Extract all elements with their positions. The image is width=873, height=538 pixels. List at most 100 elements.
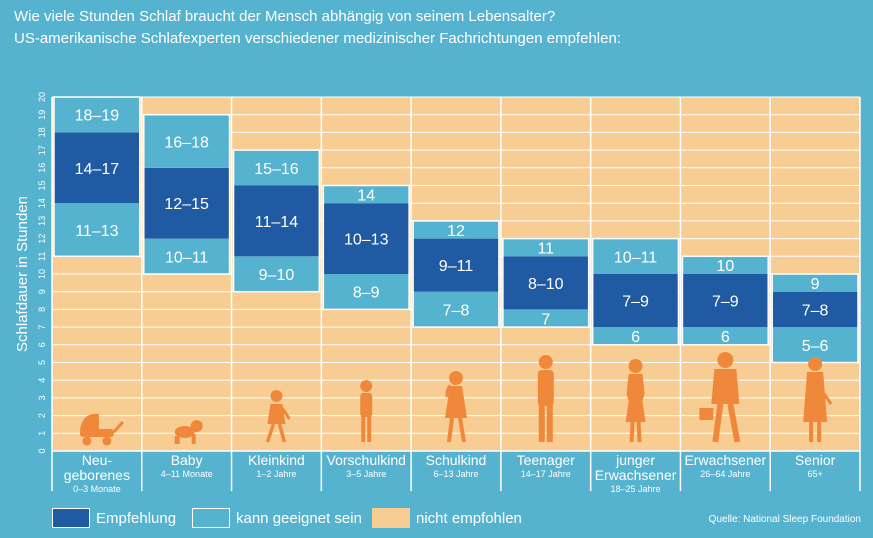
bar-segment-empfehlung bbox=[502, 256, 589, 310]
bar-segment-geeignet bbox=[502, 238, 589, 257]
bar-segment-geeignet bbox=[143, 114, 230, 168]
segment-label: 7–9 bbox=[712, 294, 739, 311]
age-range: 65+ bbox=[807, 469, 823, 479]
y-tick-label: 0 bbox=[37, 448, 47, 453]
baby-body bbox=[174, 426, 195, 438]
y-tick-label: 11 bbox=[37, 252, 47, 261]
bar-segment-empfehlung bbox=[592, 274, 679, 328]
girl-dress bbox=[445, 386, 467, 418]
pram-wheel bbox=[82, 436, 92, 446]
man-leg bbox=[712, 403, 724, 443]
pram-handle bbox=[112, 420, 125, 434]
toddler-head bbox=[270, 390, 283, 402]
bar-segment-geeignet bbox=[772, 274, 858, 292]
senior-icon bbox=[803, 357, 833, 442]
age-group-label: Baby 4–11 Monate bbox=[142, 453, 232, 480]
segment-label: 9 bbox=[811, 276, 820, 293]
age-group-label: Senior 65+ bbox=[770, 453, 860, 480]
child-torso bbox=[360, 393, 373, 417]
bar-segment-geeignet bbox=[143, 238, 230, 274]
briefcase-icon bbox=[699, 408, 714, 420]
woman-leg bbox=[629, 421, 635, 443]
segment-label: 16–18 bbox=[164, 134, 209, 151]
bar-segment-geeignet bbox=[502, 309, 589, 328]
bar-outline bbox=[53, 96, 141, 258]
bar-segment-empfehlung bbox=[54, 132, 140, 204]
segment-label: 6 bbox=[721, 329, 730, 346]
bar-segment-geeignet bbox=[54, 97, 140, 133]
segment-label: 14–17 bbox=[75, 161, 120, 178]
baby-head bbox=[190, 420, 203, 432]
y-tick-label: 4 bbox=[37, 378, 47, 383]
y-axis-label: Schlafdauer in Stunden bbox=[14, 196, 31, 352]
toddler-leg bbox=[265, 423, 276, 443]
y-tick-label: 8 bbox=[37, 307, 47, 312]
crawling-baby-icon bbox=[174, 420, 203, 444]
segment-label: 10–11 bbox=[165, 249, 208, 266]
senior-coat bbox=[803, 372, 828, 422]
legend-item-nicht-empfohlen: nicht empfohlen bbox=[372, 506, 522, 530]
age-group-name: Kleinkind bbox=[248, 452, 305, 468]
legend-item-empfehlung: Empfehlung bbox=[52, 506, 176, 530]
legend-label-nicht-empfohlen: nicht empfohlen bbox=[416, 509, 522, 527]
chart-subtitle: US-amerikanische Schlafexperten verschie… bbox=[14, 30, 621, 47]
segment-label: 5–6 bbox=[802, 338, 829, 355]
toddler-dress bbox=[267, 404, 286, 424]
bar-segment-empfehlung bbox=[143, 167, 230, 239]
bar-outline bbox=[143, 113, 231, 275]
woman-head bbox=[628, 359, 643, 373]
bar-segment-empfehlung bbox=[323, 203, 410, 274]
bar-segment-empfehlung bbox=[413, 238, 499, 292]
preschooler-icon bbox=[360, 380, 373, 442]
segment-label: 15–16 bbox=[254, 161, 299, 178]
bar-segment-empfehlung bbox=[233, 185, 320, 257]
y-tick-label: 20 bbox=[37, 92, 47, 102]
schoolchild-icon bbox=[445, 371, 467, 443]
age-group-label: Teenager 14–17 Jahre bbox=[501, 453, 591, 480]
y-tick-label: 14 bbox=[37, 198, 47, 208]
child-leg bbox=[361, 416, 366, 442]
segment-label: 11–14 bbox=[255, 214, 298, 231]
woman-skirt bbox=[625, 402, 646, 422]
segment-label: 9–11 bbox=[439, 258, 474, 275]
age-group-label: junger Erwachsener 18–25 Jahre bbox=[591, 453, 681, 495]
age-group-label: Kleinkind 1–2 Jahre bbox=[232, 453, 322, 480]
senior-leg bbox=[817, 420, 822, 442]
y-tick-label: 16 bbox=[37, 163, 47, 173]
bar-outline bbox=[502, 237, 590, 328]
bar-segment-empfehlung bbox=[772, 291, 858, 328]
bar-segment-geeignet bbox=[233, 150, 320, 186]
man-coat bbox=[711, 369, 740, 404]
girl-leg bbox=[458, 417, 466, 443]
toddler-arm bbox=[280, 406, 291, 420]
senior-leg bbox=[809, 420, 814, 442]
bar-outline bbox=[681, 255, 769, 346]
legend-swatch-nicht-empfohlen bbox=[372, 508, 410, 528]
age-group-name: Teenager bbox=[516, 452, 575, 468]
segment-label: 7–9 bbox=[622, 294, 649, 311]
segment-label: 7–8 bbox=[802, 302, 829, 319]
bar-segment-geeignet bbox=[592, 238, 679, 274]
y-tick-label: 13 bbox=[37, 216, 47, 226]
legend-label-empfehlung: Empfehlung bbox=[96, 509, 177, 527]
legend-label-geeignet: kann geeignet sein bbox=[236, 509, 362, 527]
bar-outline bbox=[591, 237, 680, 346]
age-range: 6–13 Jahre bbox=[433, 469, 479, 479]
bar-segment-geeignet bbox=[54, 203, 140, 257]
segment-label: 7–8 bbox=[443, 302, 470, 319]
legend-swatch-empfehlung bbox=[52, 508, 90, 528]
teen-torso bbox=[537, 370, 554, 406]
y-tick-label: 17 bbox=[37, 145, 47, 155]
y-tick-label: 5 bbox=[37, 360, 47, 365]
adult-icon bbox=[699, 352, 741, 443]
segment-label: 11–13 bbox=[75, 223, 118, 240]
toddler-icon bbox=[265, 390, 291, 443]
age-range: 3–5 Jahre bbox=[346, 469, 387, 479]
segment-label: 12–15 bbox=[164, 196, 209, 213]
girl-leg bbox=[447, 417, 454, 443]
segment-label: 6 bbox=[631, 329, 640, 346]
age-range: 4–11 Monate bbox=[160, 469, 213, 479]
man-leg bbox=[727, 403, 741, 443]
